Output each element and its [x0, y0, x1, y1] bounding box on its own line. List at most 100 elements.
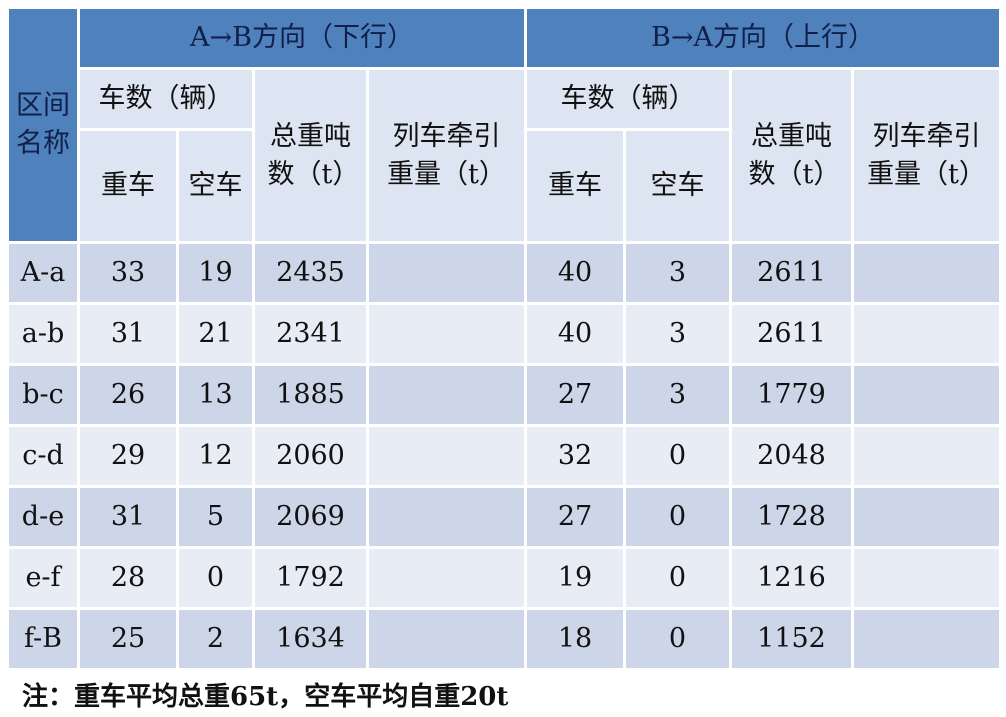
table-row: 重车 空车 重车 空车 — [9, 131, 999, 241]
value-cell-text: 27 — [557, 501, 593, 532]
value-cell-text: 19 — [198, 257, 233, 288]
table-row: 车数（辆） 总重吨数（t） 列车牵引重量（t） 车数（辆） 总重吨数（t） 列车牵引重量（… — [9, 70, 999, 241]
value-cell-text: 40 — [557, 318, 593, 349]
value-cell-text: 1216 — [757, 562, 826, 593]
value-cell: 2 — [179, 610, 252, 668]
empty-header-text: 空车 — [188, 170, 243, 201]
value-cell: 1152 — [732, 610, 851, 668]
section-cell-text: c-d — [22, 440, 64, 471]
footnote: 注：重车平均总重65t，空车平均自重20t — [22, 682, 509, 712]
value-cell-text: 12 — [198, 440, 233, 471]
total-header-text: 总重吨数（t） — [267, 120, 360, 190]
empty-header: 空车 — [626, 131, 729, 241]
value-cell: 3 — [626, 366, 729, 424]
count-header-text: 车数（辆） — [560, 83, 696, 114]
value-cell: 31 — [80, 488, 176, 546]
section-header: 区间名称 — [9, 9, 77, 241]
value-cell-text: 0 — [668, 623, 687, 654]
value-cell: 19 — [179, 244, 252, 302]
value-cell: 3 — [626, 244, 729, 302]
section-cell: d-e — [9, 488, 77, 546]
count-header: 车数（辆） — [527, 70, 729, 128]
empty-header-text: 空车 — [650, 170, 705, 201]
section-cell-text: a-b — [21, 318, 65, 349]
traction-cell — [369, 244, 524, 302]
value-cell-text: 3 — [668, 379, 687, 410]
value-cell-text: 40 — [557, 257, 593, 288]
value-cell: 29 — [80, 427, 176, 485]
traction-cell — [854, 427, 999, 485]
value-cell: 2048 — [732, 427, 851, 485]
traction-cell — [369, 366, 524, 424]
value-cell: 2611 — [732, 305, 851, 363]
value-cell: 12 — [179, 427, 252, 485]
value-cell: 0 — [626, 427, 729, 485]
section-cell: a-b — [9, 305, 77, 363]
value-cell-text: 13 — [198, 379, 233, 410]
value-cell-text: 1152 — [757, 623, 826, 654]
value-cell: 1634 — [255, 610, 366, 668]
value-cell: 0 — [626, 610, 729, 668]
value-cell: 21 — [179, 305, 252, 363]
value-cell-text: 26 — [110, 379, 146, 410]
value-cell-text: 25 — [110, 623, 146, 654]
table-row: f-B 25 2 1634 18 0 1152 — [9, 610, 999, 668]
value-cell: 31 — [80, 305, 176, 363]
traction-header-text: 列车牵引重量（t） — [867, 120, 986, 190]
value-cell: 1885 — [255, 366, 366, 424]
value-cell: 2069 — [255, 488, 366, 546]
table-row: c-d 29 12 2060 32 0 2048 — [9, 427, 999, 485]
value-cell-text: 2611 — [757, 257, 826, 288]
table-row: d-e 31 5 2069 27 0 1728 — [9, 488, 999, 546]
traction-cell — [369, 549, 524, 607]
value-cell-text: 19 — [557, 562, 593, 593]
value-cell: 0 — [626, 549, 729, 607]
traction-header: 列车牵引重量（t） — [369, 70, 524, 241]
total-header: 总重吨数（t） — [732, 70, 851, 241]
value-cell: 19 — [527, 549, 623, 607]
value-cell-text: 2435 — [276, 257, 345, 288]
table-row: a-b 31 21 2341 40 3 2611 — [9, 305, 999, 363]
traction-cell — [854, 488, 999, 546]
value-cell: 27 — [527, 366, 623, 424]
heavy-header: 重车 — [527, 131, 623, 241]
value-cell-text: 2341 — [276, 318, 345, 349]
section-cell-text: b-c — [22, 379, 64, 410]
table-row: e-f 28 0 1792 19 0 1216 — [9, 549, 999, 607]
value-cell-text: 5 — [206, 501, 225, 532]
value-cell-text: 18 — [557, 623, 593, 654]
value-cell: 2060 — [255, 427, 366, 485]
traction-cell — [854, 549, 999, 607]
value-cell-text: 1779 — [757, 379, 826, 410]
value-cell: 1792 — [255, 549, 366, 607]
value-cell: 18 — [527, 610, 623, 668]
section-cell: b-c — [9, 366, 77, 424]
value-cell-text: 2069 — [276, 501, 345, 532]
direction-title: B→A方向（上行） — [527, 9, 999, 67]
value-cell: 26 — [80, 366, 176, 424]
section-cell-text: d-e — [21, 501, 65, 532]
value-cell-text: 1792 — [276, 562, 345, 593]
value-cell: 5 — [179, 488, 252, 546]
heavy-header-text: 重车 — [548, 170, 602, 201]
section-cell-text: f-B — [24, 623, 62, 654]
value-cell-text: 0 — [668, 562, 687, 593]
table-row: 区间名称 A→B方向（下行） B→A方向（上行） — [9, 9, 999, 241]
heavy-header: 重车 — [80, 131, 176, 241]
value-cell-text: 3 — [668, 318, 687, 349]
value-cell: 1728 — [732, 488, 851, 546]
value-cell-text: 27 — [557, 379, 593, 410]
value-cell: 32 — [527, 427, 623, 485]
value-cell: 2435 — [255, 244, 366, 302]
value-cell: 13 — [179, 366, 252, 424]
traction-header-text: 列车牵引重量（t） — [387, 120, 506, 190]
traction-cell — [854, 366, 999, 424]
value-cell: 27 — [527, 488, 623, 546]
value-cell-text: 0 — [206, 562, 225, 593]
traction-cell — [369, 427, 524, 485]
section-cell-text: A-a — [20, 257, 66, 288]
data-table: 区间名称 A→B方向（下行） B→A方向（上行） 车数（辆） 总重吨数（t） 列车牵引重量… — [6, 6, 1002, 671]
value-cell: 2611 — [732, 244, 851, 302]
value-cell: 3 — [626, 305, 729, 363]
